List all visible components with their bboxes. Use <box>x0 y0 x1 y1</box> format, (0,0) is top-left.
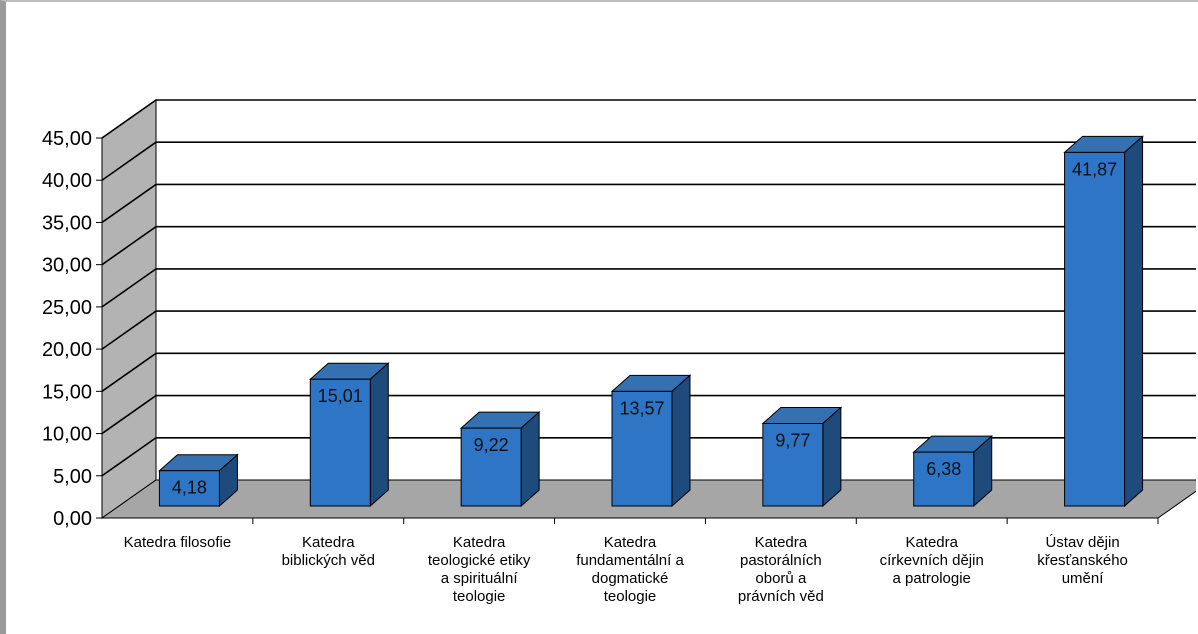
gridlines <box>101 99 1196 477</box>
bar-side <box>520 411 540 508</box>
y-tick-label: 40,00 <box>42 170 92 192</box>
gridline <box>101 310 1196 350</box>
data-label: 15,01 <box>318 386 363 406</box>
gridline <box>101 183 1196 224</box>
y-tick-label: 5,00 <box>53 466 92 488</box>
bar-front <box>309 378 371 507</box>
y-tick-label: 30,00 <box>42 255 92 277</box>
bar: 4,18 <box>158 453 239 508</box>
y-tick-label: 10,00 <box>42 424 92 446</box>
gridline <box>101 141 1196 181</box>
bar-front <box>1064 151 1126 507</box>
bar-side <box>1124 135 1144 508</box>
bar: 13,57 <box>610 374 692 508</box>
gridline <box>101 99 1196 139</box>
bar: 15,01 <box>308 362 390 508</box>
data-label: 9,77 <box>775 430 810 450</box>
data-label: 13,57 <box>619 398 664 418</box>
bar-side <box>822 406 842 508</box>
category-label: Katedra teologické etiky a spirituální teol… <box>428 534 531 605</box>
bar: 9,22 <box>459 411 541 508</box>
gridline <box>101 268 1196 308</box>
y-tick-label: 45,00 <box>42 128 92 150</box>
category-label: Katedra biblických věd <box>282 534 375 569</box>
category-label: Katedra pastorálních oborů a právních věd <box>738 534 824 605</box>
gridline <box>101 225 1196 266</box>
bar-chart: 0,00 5,00 10,00 15,00 20,00 25,00 30,00 35,00 40… <box>42 99 1196 605</box>
bar-front <box>158 470 220 507</box>
x-axis: Katedra filosofie Katedra biblických věd Ka… <box>102 517 1159 605</box>
data-label: 6,38 <box>926 459 961 479</box>
bars: 4,18 15,01 9,22 13,57 9,77 6,38 41,87 <box>158 135 1144 508</box>
left-wall <box>101 99 157 519</box>
category-label: Katedra filosofie <box>124 534 232 551</box>
bar: 6,38 <box>912 435 994 508</box>
gridline <box>101 436 1196 477</box>
data-label: 4,18 <box>172 478 207 498</box>
category-label: Katedra fundamentální a dogmatické teologie <box>576 534 684 605</box>
category-label: Ústav dějin křesťanského umění <box>1037 534 1128 587</box>
gridline <box>101 352 1196 392</box>
bar-front <box>460 427 522 507</box>
bar-front <box>762 422 824 507</box>
gridline <box>101 394 1196 435</box>
bar-front <box>913 451 975 507</box>
y-axis: 0,00 5,00 10,00 15,00 20,00 25,00 30,00 35,00 40… <box>42 128 103 530</box>
bar-side <box>671 374 691 508</box>
category-label: Katedra církevních dějin a patrologie <box>880 534 984 587</box>
bar: 9,77 <box>761 406 843 508</box>
bar-front <box>611 390 673 507</box>
bar-side <box>369 362 389 508</box>
y-tick-label: 35,00 <box>42 212 92 234</box>
data-label: 41,87 <box>1072 159 1117 179</box>
data-label: 9,22 <box>474 435 509 455</box>
y-tick-label: 25,00 <box>42 297 92 319</box>
bar: 41,87 <box>1063 135 1144 508</box>
y-tick-label: 20,00 <box>42 339 92 361</box>
y-tick-label: 15,00 <box>42 381 92 403</box>
y-tick-label: 0,00 <box>53 508 92 530</box>
